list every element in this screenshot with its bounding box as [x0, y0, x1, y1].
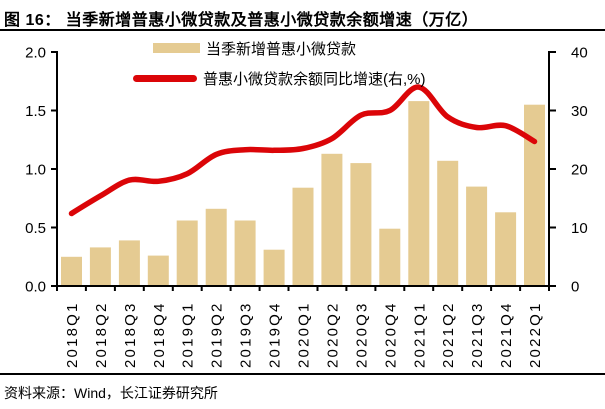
x-tick-label-2018Q2: 2018Q2: [93, 301, 110, 368]
bar-2020Q4: [379, 228, 401, 286]
y-right-tick-label-30: 30: [571, 103, 588, 120]
x-tick-label-2018Q4: 2018Q4: [151, 301, 168, 368]
x-tick-label-2020Q2: 2020Q2: [324, 301, 341, 368]
x-tick-label-2021Q2: 2021Q2: [440, 301, 457, 368]
y-left-tick-label-0.5: 0.5: [25, 220, 46, 237]
bar-series-label: 当季新增普惠小微贷款: [206, 40, 357, 58]
x-tick-label-2020Q3: 2020Q3: [353, 301, 370, 368]
x-tick-label-2018Q1: 2018Q1: [64, 301, 81, 368]
x-tick-label-2021Q4: 2021Q4: [498, 301, 515, 368]
bar-2020Q3: [350, 163, 372, 286]
bar-2019Q2: [205, 208, 227, 286]
y-left-tick-label-1.0: 1.0: [25, 161, 46, 178]
source-note: 资料来源：Wind，长江证券研究所: [0, 373, 605, 409]
growth-rate-line: [68, 84, 538, 217]
bar-2020Q2: [321, 153, 343, 286]
y-right-tick-label-0: 0: [571, 278, 579, 295]
x-tick-label-2018Q3: 2018Q3: [122, 301, 139, 368]
bar-2020Q1: [292, 187, 314, 286]
y-left-tick-label-1.5: 1.5: [25, 103, 46, 120]
y-left-tick-label-0.0: 0.0: [25, 278, 46, 295]
x-tick-label-2019Q1: 2019Q1: [180, 301, 197, 368]
legend-item-bar: 当季新增普惠小微贷款: [133, 39, 426, 58]
x-tick-label-2019Q2: 2019Q2: [209, 301, 226, 368]
legend-item-line: 普惠小微贷款余额同比增速(右,%): [133, 69, 426, 88]
x-tick-label-2020Q4: 2020Q4: [382, 301, 399, 368]
line-series-label: 普惠小微贷款余额同比增速(右,%): [203, 70, 426, 88]
line-series-swatch-icon: [133, 74, 197, 82]
x-tick-label-2022Q1: 2022Q1: [527, 301, 544, 368]
bar-2018Q2: [89, 247, 111, 286]
bar-2018Q1: [61, 256, 82, 287]
bar-2019Q3: [234, 220, 256, 286]
figure-title: 图 16： 当季新增普惠小微贷款及普惠小微贷款余额增速（万亿）: [0, 0, 605, 31]
bar-2021Q3: [466, 186, 488, 286]
legend: 当季新增普惠小微贷款 普惠小微贷款余额同比增速(右,%): [133, 39, 426, 88]
bar-2019Q4: [263, 249, 285, 286]
x-tick-label-2020Q1: 2020Q1: [296, 301, 313, 368]
bar-2021Q2: [437, 160, 459, 286]
chart-area: 0.0 0.5 1.0 1.5 2.0 0 10 20 30 40 2018Q1 2018Q2 2018…: [0, 31, 605, 372]
y-right-tick-label-20: 20: [571, 161, 588, 178]
y-left-tick-label-2.0: 2.0: [25, 44, 46, 61]
y-right-tick-label-40: 40: [571, 44, 588, 61]
bar-2018Q4: [147, 255, 169, 286]
x-tick-label-2021Q3: 2021Q3: [469, 301, 486, 368]
x-tick-label-2019Q3: 2019Q3: [238, 301, 255, 368]
bar-2021Q4: [495, 212, 517, 286]
combo-chart: 0.0 0.5 1.0 1.5 2.0 0 10 20 30 40 2018Q1 2018Q2 2018…: [25, 44, 588, 368]
bar-2019Q1: [176, 220, 198, 286]
bar-2021Q1: [408, 101, 430, 286]
bar-2022Q1: [524, 104, 545, 286]
bar-series-swatch-icon: [153, 43, 200, 53]
x-tick-label-2019Q4: 2019Q4: [267, 301, 284, 368]
x-tick-label-2021Q1: 2021Q1: [411, 301, 428, 368]
y-right-tick-label-10: 10: [571, 220, 588, 237]
bar-2018Q3: [118, 240, 140, 286]
